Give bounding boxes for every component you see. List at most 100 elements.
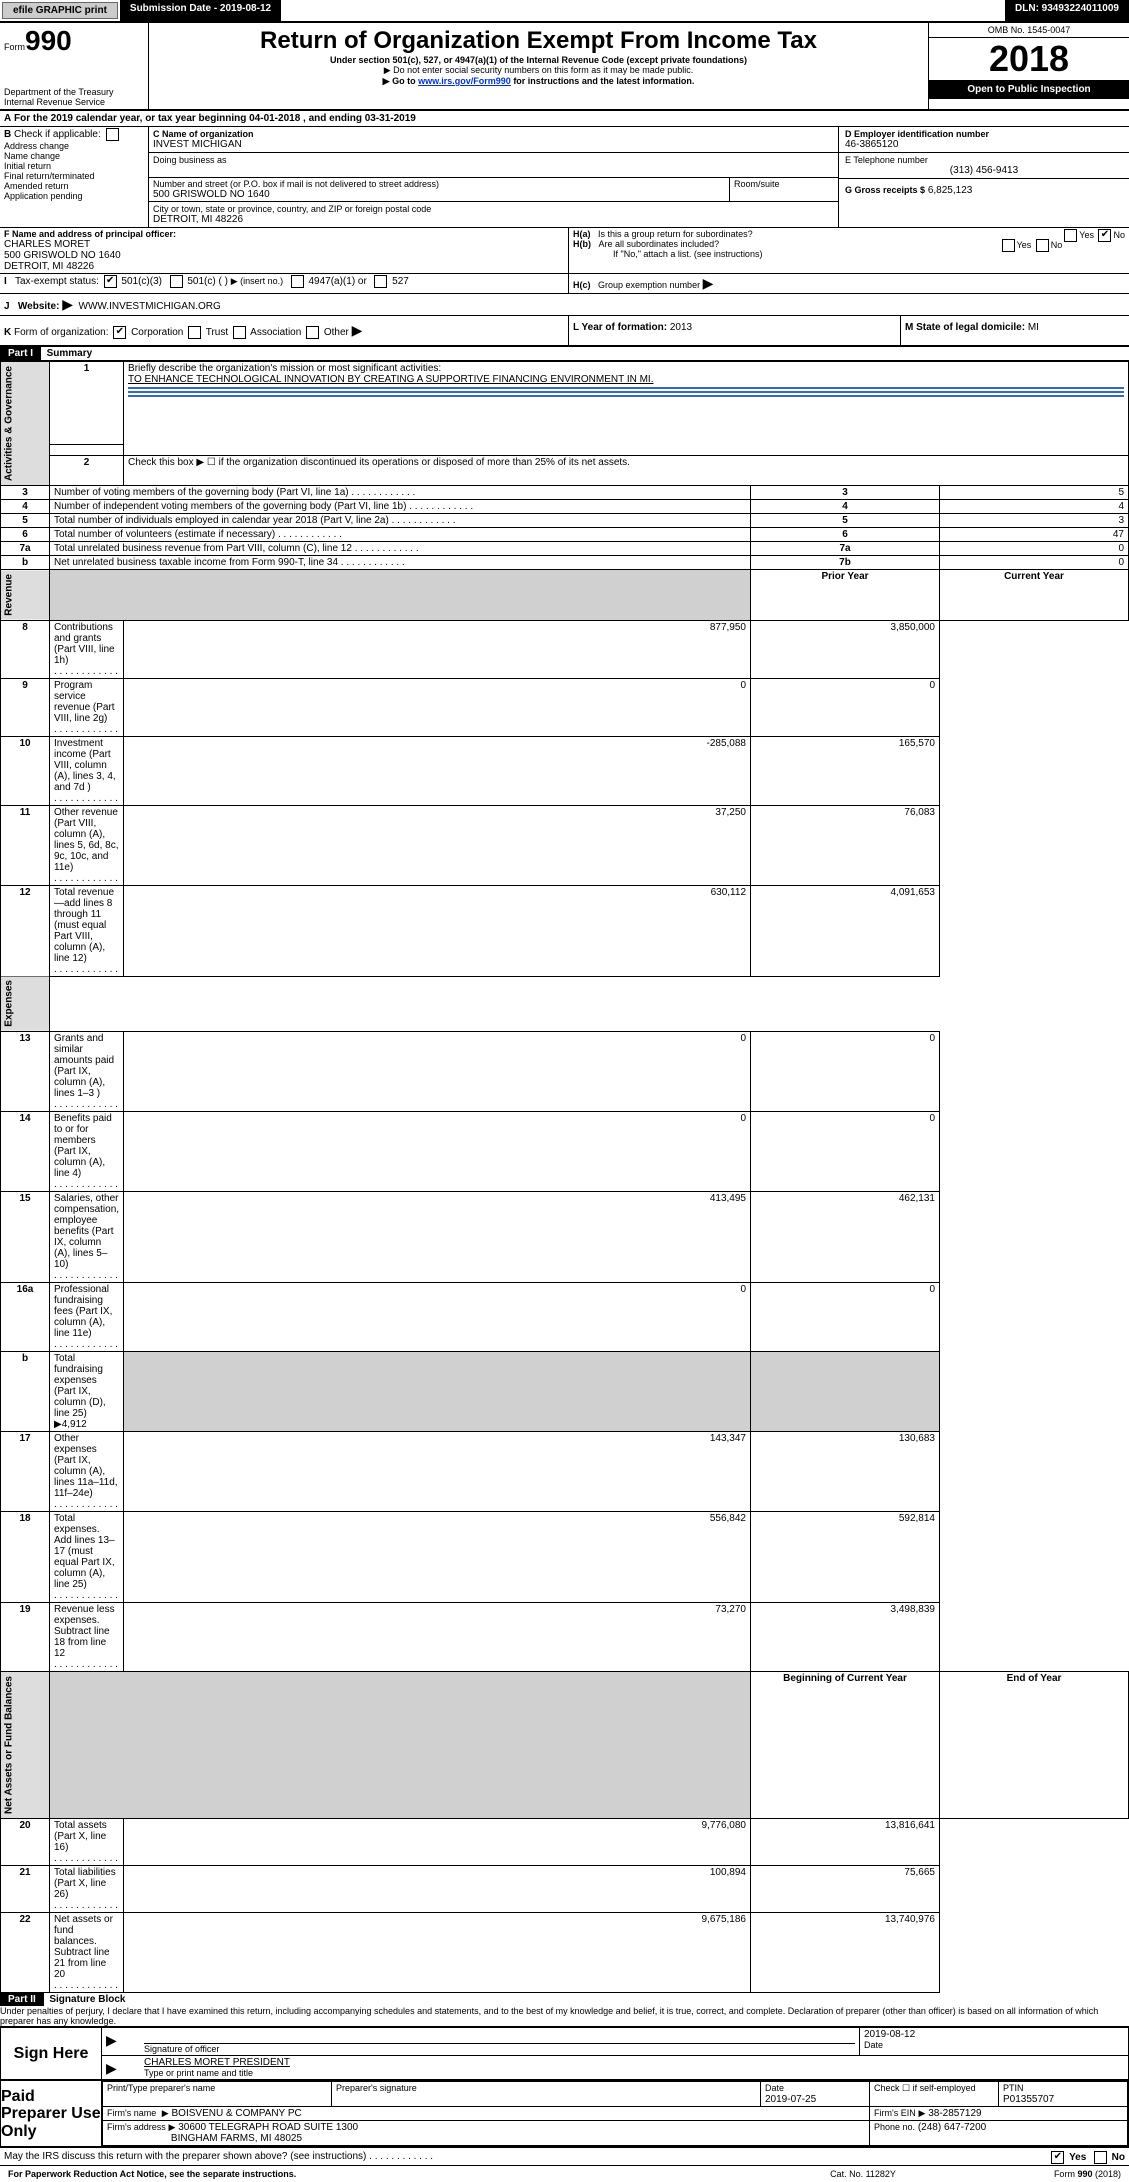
year-formation: 2013 [670,322,692,333]
goto-link[interactable]: www.irs.gov/Form990 [418,76,511,86]
form-header: Form990 Department of the Treasury Inter… [0,22,1129,111]
efile-btn[interactable]: efile GRAPHIC print [2,2,118,19]
city-label: City or town, state or province, country… [153,204,834,214]
ssn-warning: Do not enter social security numbers on … [393,65,693,75]
phone-label: Phone no. [874,2122,915,2132]
discuss-no[interactable] [1094,2151,1107,2164]
tax-year: 2018 [929,38,1129,80]
org-address: 500 GRISWOLD NO 1640 [153,189,725,200]
goto-suffix: for instructions and the latest informat… [511,76,695,86]
hb-no[interactable] [1036,239,1049,252]
box-i-label: Tax-exempt status: [15,276,99,287]
sign-here-label: Sign Here [1,2028,102,2079]
box-c-name-label: C Name of organization [153,129,834,139]
box-l-label: L Year of formation: [573,322,667,333]
firm-addr-label: Firm's address [107,2122,166,2132]
room-label: Room/suite [734,179,834,189]
prep-date: 2019-07-25 [765,2094,816,2105]
officer-name-title: CHARLES MORET PRESIDENT [144,2057,1124,2068]
cb-pending[interactable]: Application pending [4,191,144,201]
tax-year-end: 03-31-2019 [365,113,416,124]
part-i-table: Activities & Governance 1 Briefly descri… [0,361,1129,1993]
line-a-prefix: For the 2019 calendar year, or tax year … [14,113,249,124]
check-if-self[interactable]: Check ☐ if self-employed [870,2082,999,2107]
line1-text: TO ENHANCE TECHNOLOGICAL INNOVATION BY C… [128,374,653,385]
hc-label: Group exemption number [598,280,700,290]
cb-initial[interactable]: Initial return [4,161,144,171]
hb-label: Are all subordinates included? [599,239,720,249]
line2: Check this box ▶ ☐ if the organization d… [124,455,1129,485]
section-revenue: Revenue [1,570,50,621]
website[interactable]: WWW.INVESTMICHIGAN.ORG [79,301,221,312]
form-subtitle: Under section 501(c), 527, or 4947(a)(1)… [153,55,924,65]
prior-year-header: Prior Year [751,570,940,621]
officer-addr2: DETROIT, MI 48226 [4,261,564,272]
cat-no: Cat. No. 11282Y [759,2168,967,2180]
omb-number: OMB No. 1545-0047 [929,23,1129,38]
firm-addr2: BINGHAM FARMS, MI 48025 [171,2133,302,2144]
ha-label: Is this a group return for subordinates? [598,229,753,239]
date-label: Date [864,2040,1124,2050]
firm-ein-label: Firm's EIN [874,2108,916,2118]
box-e-label: E Telephone number [845,155,1123,165]
paid-preparer-label: Paid Preparer Use Only [1,2081,102,2146]
ptin: P01355707 [1003,2094,1054,2105]
paperwork-notice: For Paperwork Reduction Act Notice, see … [4,2168,759,2180]
part-i-title: Summary [47,348,93,359]
form-number: 990 [25,25,72,56]
checkbox-applicable[interactable] [106,128,119,141]
current-year-header: Current Year [940,570,1129,621]
ein: 46-3865120 [845,139,1123,150]
org-name: INVEST MICHIGAN [153,139,834,150]
cb-other[interactable] [306,326,319,339]
form-label: Form [4,42,25,52]
ptin-label: PTIN [1003,2083,1024,2093]
firm-ein: 38-2857129 [928,2108,981,2119]
submission-date: Submission Date - 2019-08-12 [120,0,281,21]
cb-amended[interactable]: Amended return [4,181,144,191]
sign-here-block: Sign Here Signature of officer 2019-08-1… [0,2027,1129,2080]
ha-yes[interactable] [1064,229,1077,242]
cb-assoc[interactable] [233,326,246,339]
part-ii-label: Part II [0,1993,44,2006]
line-a: A For the 2019 calendar year, or tax yea… [0,111,1129,127]
firm-addr1: 30600 TELEGRAPH ROAD SUITE 1300 [178,2122,358,2133]
cb-trust[interactable] [188,326,201,339]
sig-officer-label: Signature of officer [144,2044,855,2054]
prep-date-label: Date [765,2083,784,2093]
tax-year-begin: 04-01-2018 [249,113,300,124]
cb-501c[interactable] [170,275,183,288]
cb-corp[interactable] [113,326,126,339]
sig-date: 2019-08-12 [864,2029,1124,2040]
cb-4947[interactable] [291,275,304,288]
box-k-label: Form of organization: [14,327,109,338]
section-governance: Activities & Governance [1,362,50,486]
cb-name-change[interactable]: Name change [4,151,144,161]
ha-no[interactable] [1098,229,1111,242]
cb-501c3[interactable] [104,275,117,288]
discuss-yes[interactable] [1051,2151,1064,2164]
box-f-label: F Name and address of principal officer: [4,229,564,239]
hb-yes[interactable] [1002,239,1015,252]
arrow-icon [102,2028,140,2055]
state-domicile: MI [1028,322,1039,333]
goto-prefix: Go to [392,76,418,86]
form-title: Return of Organization Exempt From Incom… [153,27,924,55]
section-netassets: Net Assets or Fund Balances [1,1672,50,1819]
dba-label: Doing business as [153,155,834,165]
discuss-question: May the IRS discuss this return with the… [4,2151,366,2162]
cb-addr-change[interactable]: Address change [4,141,144,151]
officer-name: CHARLES MORET [4,239,564,250]
cb-final[interactable]: Final return/terminated [4,171,144,181]
org-city: DETROIT, MI 48226 [153,214,834,225]
arrow-icon-2 [102,2056,140,2079]
part-ii-title: Signature Block [49,1994,125,2005]
eoy-header: End of Year [940,1672,1129,1819]
cb-527[interactable] [374,275,387,288]
box-j-label: Website: [18,301,60,312]
perjury-statement: Under penalties of perjury, I declare th… [0,2006,1129,2027]
open-to-public: Open to Public Inspection [929,80,1129,99]
officer-addr1: 500 GRISWOLD NO 1640 [4,250,564,261]
box-b-label: Check if applicable: [14,129,101,140]
line1-label: Briefly describe the organization's miss… [128,363,441,374]
